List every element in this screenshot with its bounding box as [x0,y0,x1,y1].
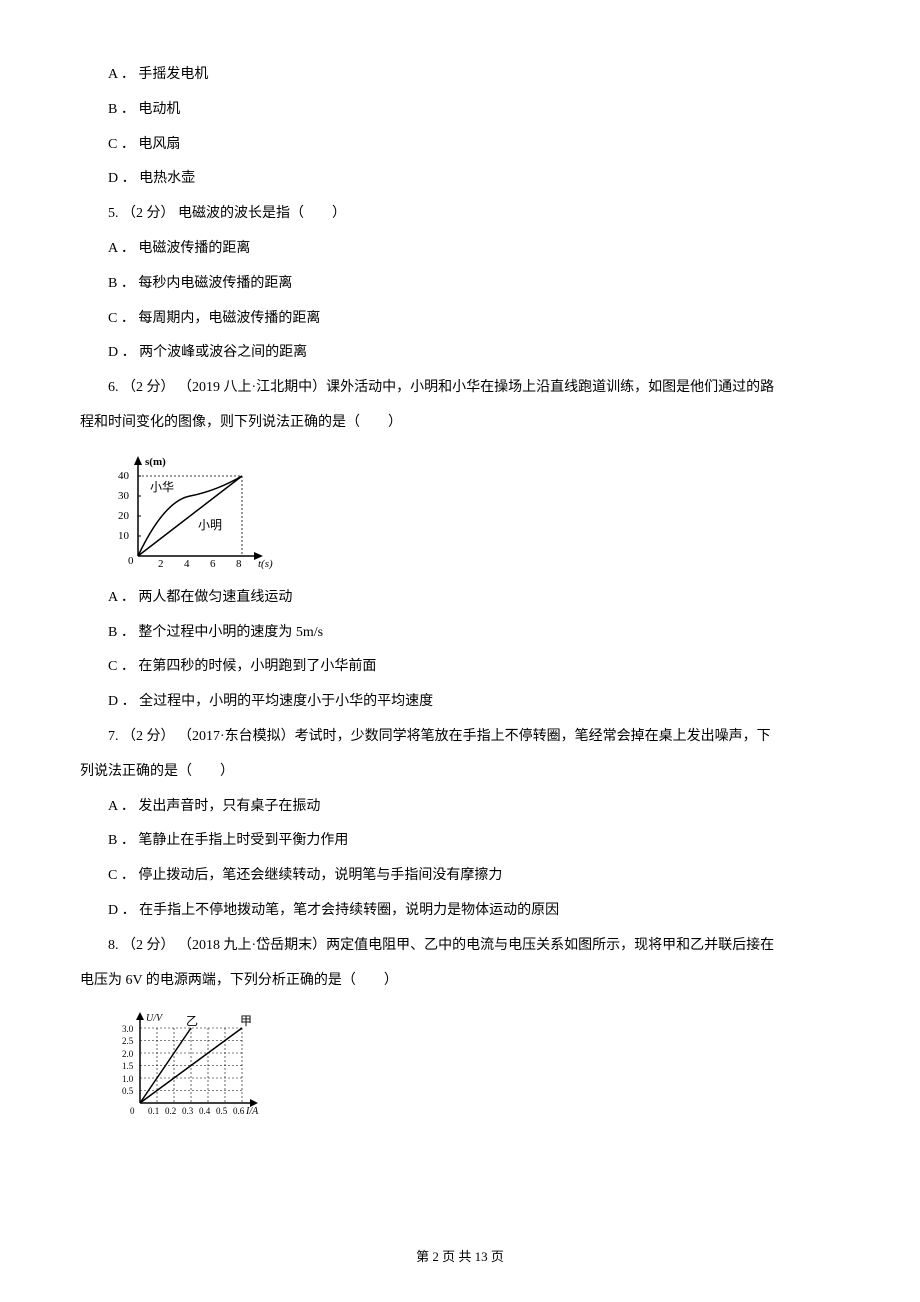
q8-stem-line1: 8. （2 分） （2018 九上·岱岳期末）两定值电阻甲、乙中的电流与电压关系… [80,931,840,962]
q6-option-d: D ． 全过程中，小明的平均速度小于小华的平均速度 [80,687,840,718]
x-tick-02: 0.2 [165,1106,176,1116]
q4-option-c: C ． 电风扇 [80,130,840,161]
x-tick-2: 2 [158,558,164,570]
q6-option-c: C ． 在第四秒的时候，小明跑到了小华前面 [80,652,840,683]
label-jia: 甲 [240,1014,252,1028]
q6-stem-line2: 程和时间变化的图像，则下列说法正确的是（ ） [80,408,840,439]
x-tick-06: 0.6 [233,1106,245,1116]
y-tick-10: 1.0 [122,1074,134,1084]
q7-stem-line1: 7. （2 分） （2017·东台模拟）考试时，少数同学将笔放在手指上不停转圈，… [80,722,840,753]
y-axis-label: s(m) [145,456,166,468]
y-tick-30: 3.0 [122,1024,134,1034]
q6-option-b: B ． 整个过程中小明的速度为 5m/s [80,618,840,649]
origin: 0 [130,1106,135,1116]
q4-option-a: A ． 手摇发电机 [80,60,840,91]
y-tick-25: 2.5 [122,1036,134,1046]
label-xiaoming: 小明 [198,518,222,532]
x-axis-label: I/A [245,1106,259,1117]
x-axis-label: t(s) [258,558,273,570]
q6-chart: s(m) t(s) 40 30 20 10 0 2 4 6 8 小华 小明 [108,451,840,571]
q8-stem-line2: 电压为 6V 的电源两端，下列分析正确的是（ ） [80,966,840,997]
q5-option-c: C ． 每周期内，电磁波传播的距离 [80,304,840,335]
y-tick-05: 0.5 [122,1086,134,1096]
page-footer: 第 2 页 共 13 页 [0,1243,920,1272]
y-tick-15: 1.5 [122,1061,134,1071]
q7-option-b: B ． 笔静止在手指上时受到平衡力作用 [80,826,840,857]
x-tick-01: 0.1 [148,1106,159,1116]
y-tick-20: 2.0 [122,1049,134,1059]
q7-option-a: A ． 发出声音时，只有桌子在振动 [80,792,840,823]
y-tick-10: 10 [118,530,130,542]
x-tick-03: 0.3 [182,1106,194,1116]
line-yi [140,1028,191,1103]
y-axis-label: U/V [146,1013,164,1024]
q7-stem-line2: 列说法正确的是（ ） [80,757,840,788]
q6-option-a: A ． 两人都在做匀速直线运动 [80,583,840,614]
x-tick-05: 0.5 [216,1106,228,1116]
q4-option-b: B ． 电动机 [80,95,840,126]
line-jia [140,1028,242,1103]
x-tick-04: 0.4 [199,1106,211,1116]
y-axis-arrow [136,1012,144,1020]
q5-option-b: B ． 每秒内电磁波传播的距离 [80,269,840,300]
y-axis-arrow [134,456,142,465]
q6-stem-line1: 6. （2 分） （2019 八上·江北期中）课外活动中，小明和小华在操场上沿直… [80,373,840,404]
q8-chart: U/V I/A 3.0 2.5 2.0 1.5 1.0 0.5 0 0.1 0.… [108,1008,840,1118]
q5-option-d: D ． 两个波峰或波谷之间的距离 [80,338,840,369]
label-yi: 乙 [186,1014,198,1028]
y-tick-40: 40 [118,470,130,482]
q5-option-a: A ． 电磁波传播的距离 [80,234,840,265]
y-tick-20: 20 [118,510,130,522]
x-tick-6: 6 [210,558,216,570]
q7-option-d: D ． 在手指上不停地拨动笔，笔才会持续转圈，说明力是物体运动的原因 [80,896,840,927]
q7-option-c: C ． 停止拨动后，笔还会继续转动，说明笔与手指间没有摩擦力 [80,861,840,892]
q4-option-d: D ． 电热水壶 [80,164,840,195]
y-tick-0: 0 [128,555,134,567]
q5-stem: 5. （2 分） 电磁波的波长是指（ ） [80,199,840,230]
label-xiaohua: 小华 [150,480,174,494]
x-tick-8: 8 [236,558,242,570]
y-tick-30: 30 [118,490,130,502]
x-tick-4: 4 [184,558,190,570]
